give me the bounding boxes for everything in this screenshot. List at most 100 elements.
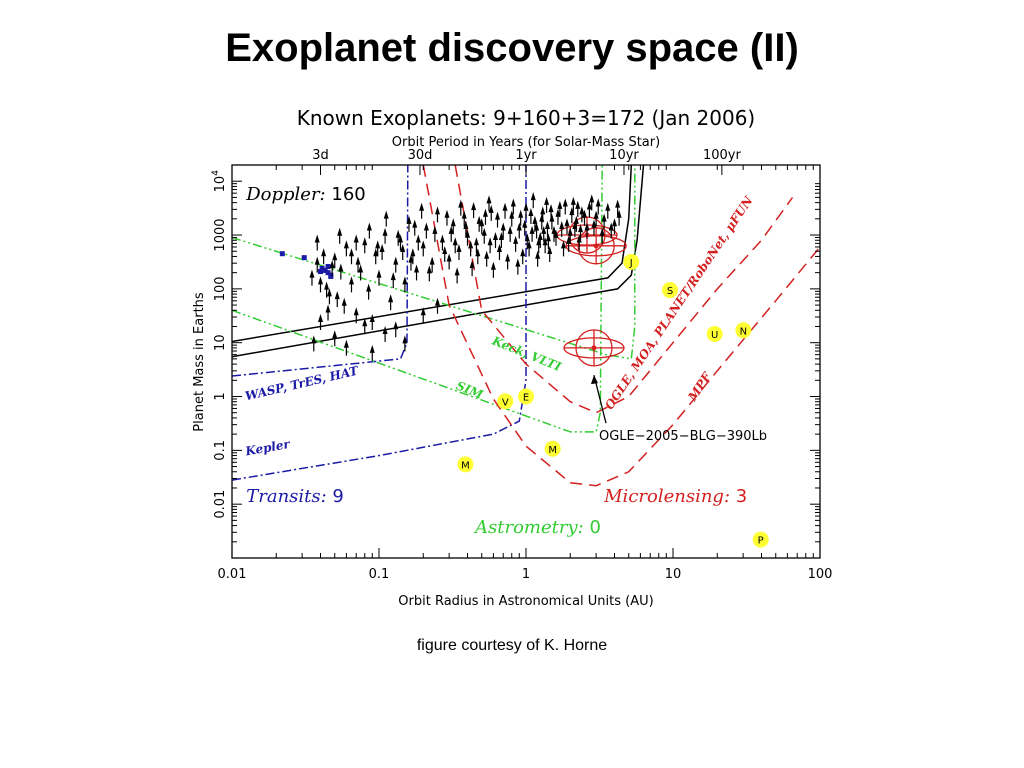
msini-marker — [544, 221, 550, 230]
doppler-planet-point — [586, 201, 592, 218]
msini-marker — [348, 276, 354, 285]
doppler-planet-point — [564, 218, 570, 235]
msini-marker — [471, 202, 477, 211]
msini-marker — [488, 204, 494, 213]
curve-label: Kepler — [243, 437, 292, 459]
solar-planet-label: U — [711, 330, 718, 341]
msini-marker — [321, 248, 327, 257]
doppler-planet-point — [579, 206, 585, 223]
doppler-planet-point — [584, 222, 590, 239]
doppler-planet-point — [353, 307, 359, 324]
msini-marker — [379, 243, 385, 252]
msini-marker — [559, 221, 565, 230]
doppler-planet-point — [518, 209, 524, 226]
msini-marker — [551, 225, 557, 234]
solar-planet-marker — [497, 393, 514, 410]
doppler-planet-point — [353, 234, 359, 251]
doppler-planet-point — [561, 240, 567, 257]
msini-marker — [608, 222, 614, 231]
solar-planet-label: N — [740, 326, 747, 337]
solar-planet-marker — [457, 456, 474, 473]
doppler-planet-point — [605, 202, 611, 219]
doppler-planet-point — [388, 294, 394, 311]
doppler-planet-point — [529, 225, 535, 242]
msini-marker — [326, 288, 332, 297]
transit-planet-point — [279, 251, 285, 257]
doppler-planet-point — [559, 221, 565, 238]
msini-marker — [615, 199, 621, 208]
msini-marker — [362, 237, 368, 246]
doppler-planet-point — [516, 222, 522, 239]
doppler-planet-point — [415, 234, 421, 251]
msini-marker — [388, 294, 394, 303]
msini-marker — [458, 199, 464, 208]
msini-marker — [572, 221, 578, 230]
doppler-planet-point — [329, 260, 335, 277]
msini-marker — [549, 213, 555, 222]
msini-marker — [498, 232, 504, 241]
msini-marker — [338, 263, 344, 272]
msini-marker — [439, 234, 445, 243]
doppler-planet-point — [446, 253, 452, 270]
microlensing-planet-point — [565, 227, 627, 265]
doppler-planet-point — [541, 225, 547, 242]
doppler-planet-point — [593, 210, 599, 227]
annotation-arrowhead — [590, 375, 598, 385]
top-tick-label: 30d — [408, 148, 433, 163]
doppler-planet-point — [608, 222, 614, 239]
msini-marker — [414, 264, 420, 273]
msini-marker — [450, 218, 456, 227]
msini-marker — [402, 276, 408, 285]
msini-marker — [542, 237, 548, 246]
msini-marker — [599, 227, 605, 236]
msini-marker — [505, 253, 511, 262]
doppler-planet-point — [500, 222, 506, 239]
curve-label: OGLE, MOA, PLANET/RoboNet, μFUN — [602, 193, 756, 412]
msini-marker — [586, 201, 592, 210]
msini-marker — [420, 240, 426, 249]
doppler-planet-point — [348, 276, 354, 293]
solar-planet-label: J — [629, 258, 633, 269]
doppler-planet-point — [578, 224, 584, 241]
x-tick-label: 100 — [808, 567, 833, 582]
msini-marker — [337, 227, 343, 236]
doppler-planet-point — [429, 256, 435, 273]
doppler-planet-point — [382, 227, 388, 244]
msini-marker — [486, 195, 492, 204]
solar-planet-label: M — [548, 445, 557, 456]
doppler-planet-point — [482, 208, 488, 225]
doppler-planet-point — [469, 260, 475, 277]
doppler-planet-point — [448, 225, 454, 242]
msini-marker — [444, 209, 450, 218]
doppler-planet-point — [555, 208, 561, 225]
doppler-planet-point — [324, 281, 330, 298]
doppler-planet-point — [412, 219, 418, 236]
method-label: Astrometry: 0 — [473, 517, 601, 538]
msini-marker — [402, 335, 408, 344]
msini-marker — [547, 246, 553, 255]
point-marker — [591, 345, 597, 351]
doppler-planet-point — [510, 198, 516, 215]
doppler-planet-point — [442, 246, 448, 263]
doppler-planet-point — [599, 227, 605, 244]
msini-marker — [426, 265, 432, 274]
msini-marker — [468, 240, 474, 249]
doppler-planet-point — [545, 233, 551, 250]
doppler-planet-point — [400, 243, 406, 260]
doppler-planet-point — [488, 204, 494, 221]
msini-marker — [358, 264, 364, 273]
msini-marker — [362, 318, 368, 327]
doppler-limit-line-2 — [231, 164, 633, 343]
y-tick-label: 1 — [213, 392, 228, 400]
doppler-planet-point — [426, 265, 432, 282]
solar-planet-marker — [752, 531, 769, 548]
doppler-planet-point — [522, 219, 528, 236]
msini-marker — [456, 243, 462, 252]
msini-marker — [412, 219, 418, 228]
doppler-planet-point — [444, 209, 450, 226]
doppler-planet-point — [524, 233, 530, 250]
msini-marker — [510, 198, 516, 207]
doppler-planet-point — [337, 227, 343, 244]
msini-marker — [324, 281, 330, 290]
curve-label: SIM — [454, 378, 485, 402]
